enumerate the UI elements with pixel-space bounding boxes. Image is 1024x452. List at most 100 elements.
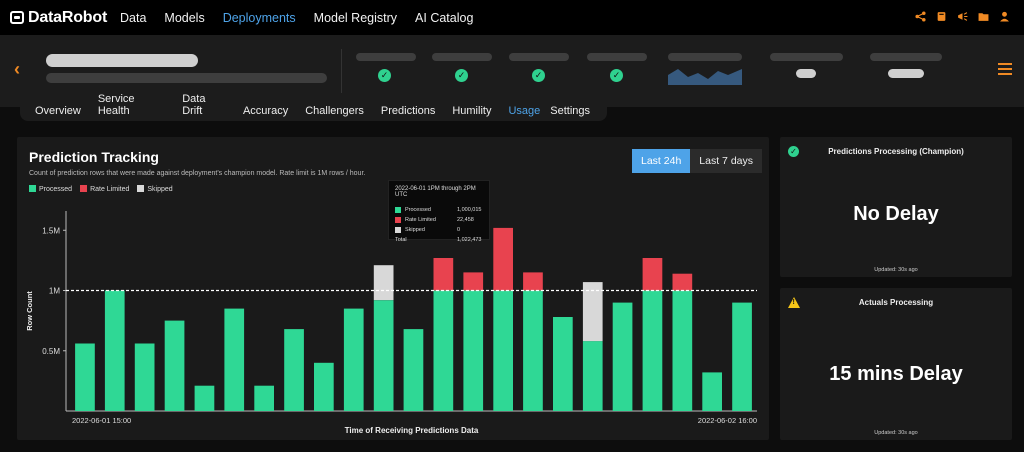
bar-processed: [553, 317, 573, 411]
bar-processed: [732, 302, 752, 411]
card-updated: Updated: 30s ago: [874, 267, 918, 273]
hamburger-menu-icon[interactable]: [998, 63, 1012, 78]
bar-rate-limited: [463, 272, 484, 291]
bar-processed: [523, 290, 543, 411]
tab-service-health[interactable]: Service Health: [97, 93, 135, 117]
x-axis-label: Time of Receiving Predictions Data: [345, 426, 479, 435]
card-title: Actuals Processing: [858, 298, 934, 307]
tooltip-row-processed: Processed 1,000,015: [395, 205, 483, 215]
bar-rate-limited: [672, 273, 693, 291]
panel-title: Prediction Tracking: [29, 149, 159, 165]
value-placeholder: [796, 69, 816, 78]
deployment-description-placeholder: [46, 73, 327, 83]
bar-processed: [612, 302, 633, 411]
bar-processed: [75, 343, 95, 411]
panel-subtitle: Count of prediction rows that were made …: [29, 170, 366, 177]
bar-processed: [194, 385, 215, 411]
user-icon[interactable]: [999, 11, 1010, 22]
bar-processed: [403, 329, 424, 411]
tooltip-row-total: Total 1,022,473: [395, 237, 482, 243]
check-icon: ✓: [788, 146, 799, 157]
bar-processed: [164, 320, 185, 411]
nav-items: Data Models Deployments Model Registry A…: [120, 11, 491, 25]
bar-processed: [254, 385, 274, 411]
legend-processed[interactable]: Processed: [29, 185, 72, 193]
bar-processed: [582, 341, 603, 411]
actuals-processing-card: Actuals Processing 15 mins Delay Updated…: [780, 288, 1012, 440]
status-placeholder-6[interactable]: [770, 53, 843, 78]
status-drift[interactable]: ✓: [432, 53, 492, 82]
nav-item-models[interactable]: Models: [164, 10, 205, 25]
tab-accuracy[interactable]: Accuracy: [242, 105, 289, 117]
header-divider: [341, 49, 342, 93]
bar-skipped: [582, 282, 603, 342]
bar-processed: [493, 290, 513, 411]
legend-skipped[interactable]: Skipped: [137, 185, 173, 193]
megaphone-icon[interactable]: [957, 11, 968, 22]
bar-skipped: [373, 265, 394, 301]
status-health[interactable]: ✓: [356, 53, 416, 82]
nav-item-ai-catalog[interactable]: AI Catalog: [415, 10, 474, 25]
x-tick-label: 2022-06-02 16:00: [698, 416, 757, 425]
tab-usage[interactable]: Usage: [508, 105, 541, 117]
bar-processed: [314, 362, 334, 411]
bar-rate-limited: [433, 258, 454, 291]
nav-item-model-registry[interactable]: Model Registry: [313, 10, 398, 25]
deployment-name-placeholder: [46, 54, 198, 67]
tab-data-drift[interactable]: Data Drift: [182, 93, 206, 117]
top-nav: DataRobot Data Models Deployments Model …: [0, 0, 1024, 35]
bar-rate-limited: [523, 272, 543, 291]
range-last-24h-button[interactable]: Last 24h: [632, 149, 691, 173]
status-accuracy[interactable]: ✓: [509, 53, 569, 82]
x-tick-label: 2022-06-01 15:00: [72, 416, 131, 425]
status-placeholder-7[interactable]: [870, 53, 942, 78]
y-tick-label: 1.5M: [42, 226, 60, 235]
back-chevron-icon[interactable]: ‹: [14, 59, 20, 79]
bar-processed: [343, 308, 364, 411]
bar-processed: [134, 343, 155, 411]
card-status: 15 mins Delay: [829, 363, 963, 385]
datarobot-logo[interactable]: DataRobot: [10, 9, 120, 27]
robot-icon: [10, 11, 24, 24]
prediction-tracking-chart: 0.5M 1M 1.5M Row Count 2022-06-01 15:00 2022-…: [25, 211, 757, 435]
value-placeholder: [888, 69, 924, 78]
status-fairness[interactable]: ✓: [587, 53, 647, 82]
card-status: No Delay: [853, 203, 939, 225]
check-icon: ✓: [378, 69, 391, 82]
check-icon: ✓: [610, 69, 623, 82]
range-last-7-days-button[interactable]: Last 7 days: [690, 149, 762, 173]
bar-processed: [433, 290, 454, 411]
book-icon[interactable]: [936, 11, 947, 22]
card-updated: Updated: 30s ago: [874, 430, 918, 436]
tab-predictions[interactable]: Predictions: [380, 105, 436, 117]
folder-icon[interactable]: [978, 11, 989, 22]
tooltip-title: 2022-06-01 1PM through 2PM UTC: [395, 186, 476, 198]
check-icon: ✓: [532, 69, 545, 82]
tab-challengers[interactable]: Challengers: [305, 105, 364, 117]
status-sparkline[interactable]: [668, 53, 742, 85]
tab-settings[interactable]: Settings: [550, 105, 590, 117]
bar-rate-limited: [493, 227, 513, 291]
check-icon: ✓: [455, 69, 468, 82]
bar-rate-limited: [642, 258, 663, 291]
deployment-tabs: Overview Service Health Data Drift Accur…: [20, 93, 607, 121]
range-toggle: Last 24h Last 7 days: [632, 149, 762, 173]
bar-processed: [702, 372, 722, 411]
tab-overview[interactable]: Overview: [35, 105, 81, 117]
tab-humility[interactable]: Humility: [452, 105, 492, 117]
predictions-processing-card: ✓ Predictions Processing (Champion) No D…: [780, 137, 1012, 277]
share-icon[interactable]: [915, 11, 926, 22]
tooltip-row-skipped: Skipped 0: [395, 225, 483, 235]
bar-processed: [373, 300, 394, 411]
deployment-header: ‹ ✓ ✓ ✓ ✓: [0, 35, 1024, 107]
bar-processed: [104, 290, 125, 411]
chart-tooltip: 2022-06-01 1PM through 2PM UTC Processed…: [388, 180, 490, 243]
bar-processed: [224, 308, 245, 411]
y-tick-label: 1M: [49, 287, 60, 296]
bar-processed: [463, 290, 484, 411]
tooltip-row-rate-limited: Rate Limited 22,458: [395, 215, 483, 225]
warning-icon: [788, 297, 800, 308]
nav-item-deployments[interactable]: Deployments: [222, 10, 296, 25]
nav-item-data[interactable]: Data: [120, 10, 147, 25]
legend-rate-limited[interactable]: Rate Limited: [80, 185, 129, 193]
